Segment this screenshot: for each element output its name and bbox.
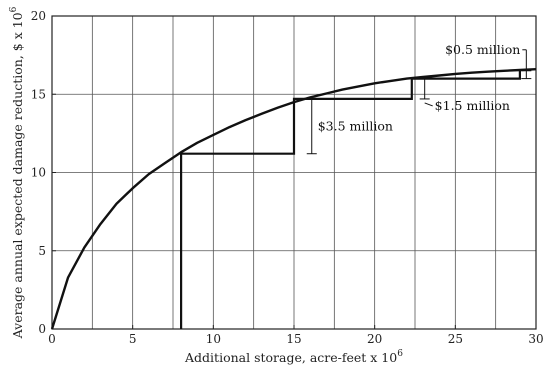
annotations: $3.5 million $1.5 million $0.5 million: [306, 42, 532, 155]
x-tick-label: 15: [286, 332, 301, 346]
grid: [52, 16, 536, 329]
x-axis-label: Additional storage, acre-feet x 106: [184, 349, 403, 365]
x-tick-label: 30: [528, 332, 543, 346]
y-tick-label: 5: [38, 244, 46, 258]
annotation-label: $3.5 million: [318, 118, 393, 133]
y-tick-label: 10: [31, 166, 46, 180]
ticks: 0 5 10 15 20 25 30 0 5 10 15 20: [31, 9, 543, 346]
annotation-label: $0.5 million: [445, 42, 520, 57]
x-tick-label: 25: [448, 332, 463, 346]
y-axis-label: Average annual expected damage reduction…: [9, 6, 25, 339]
annotation-label: $1.5 million: [435, 98, 510, 113]
y-tick-label: 15: [31, 87, 46, 101]
x-tick-label: 20: [367, 332, 382, 346]
x-tick-label: 5: [129, 332, 137, 346]
y-tick-label: 0: [38, 322, 46, 336]
annotation-leader: [424, 102, 433, 107]
x-tick-label: 10: [206, 332, 221, 346]
x-tick-label: 0: [48, 332, 56, 346]
y-tick-label: 20: [31, 9, 46, 23]
increment-steps: [180, 70, 522, 329]
data-series: [50, 68, 537, 330]
